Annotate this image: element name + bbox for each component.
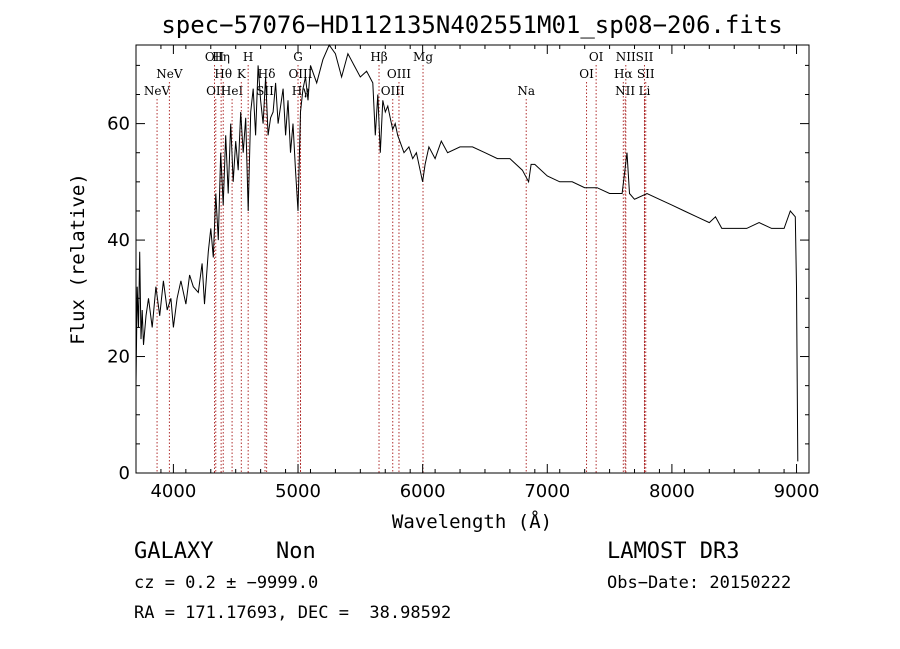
x-tick-label: 6000 [400, 481, 446, 502]
spectrum-series-line [135, 43, 799, 462]
spectral-line-label: H [243, 50, 253, 64]
spectral-line-label: Mg [413, 50, 433, 64]
spectral-line-label: NeV [144, 84, 171, 98]
spectral-line-label: OI [579, 67, 594, 81]
spectral-line-label: Hγ [292, 84, 310, 98]
spectral-line-label: Hθ [214, 67, 232, 81]
x-tick-label: 8000 [649, 481, 695, 502]
x-tick-label: 7000 [524, 481, 570, 502]
y-tick-label: 20 [107, 347, 130, 368]
spectral-line-label: Li [639, 84, 651, 98]
object-class: GALAXY [134, 539, 214, 564]
axis-ticks: 4000 5000 6000 7000 8000 9000 0 20 40 60 [107, 45, 819, 502]
y-axis-label: Flux (relative) [67, 173, 89, 345]
x-tick-label: 5000 [275, 481, 321, 502]
chart-title: spec−57076−HD112135N402551M01_sp08−206.f… [161, 11, 782, 39]
spectral-line-label: NII [616, 50, 636, 64]
spectral-line-label: Hη [212, 50, 230, 64]
object-subclass: Non [276, 539, 316, 564]
spectral-line-label: Hβ [370, 50, 387, 64]
x-tick-label: 4000 [150, 481, 196, 502]
survey-name: LAMOST DR3 [607, 539, 740, 564]
x-tick-label: 9000 [774, 481, 820, 502]
spectral-line-label: Hα [614, 67, 633, 81]
spectral-line-markers: NeVNeVOIIOIIHηHθHeIKHHδSIIGOIIIHγHβOIIIO… [144, 50, 655, 473]
spectral-line-label: HeI [221, 84, 244, 98]
spectral-line-label: OII [205, 50, 225, 64]
spectral-line-label: SII [636, 50, 654, 64]
spectral-line-label: K [237, 67, 247, 81]
y-tick-label: 40 [107, 230, 130, 251]
spectral-line-label: NII [615, 84, 635, 98]
plot-frame [135, 44, 810, 474]
x-axis-label: Wavelength (Å) [392, 510, 552, 533]
spectral-line-label: G [293, 50, 303, 64]
spectral-line-label: OIII [381, 84, 405, 98]
spectral-line-label: Na [517, 84, 535, 98]
spectral-line-label: OIII [288, 67, 312, 81]
redshift-readout: cz = 0.2 ± −9999.0 [134, 573, 319, 593]
observation-date: Obs−Date: 20150222 [607, 573, 792, 593]
y-tick-label: 60 [107, 114, 130, 135]
y-tick-label: 0 [119, 463, 130, 484]
spectral-line-label: OI [589, 50, 604, 64]
spectral-line-label: OIII [387, 67, 411, 81]
spectral-line-label: SII [637, 67, 655, 81]
spectral-line-label: Hδ [258, 67, 276, 81]
spectral-line-label: NeV [156, 67, 183, 81]
coordinates-readout: RA = 171.17693, DEC = 38.98592 [134, 603, 452, 623]
